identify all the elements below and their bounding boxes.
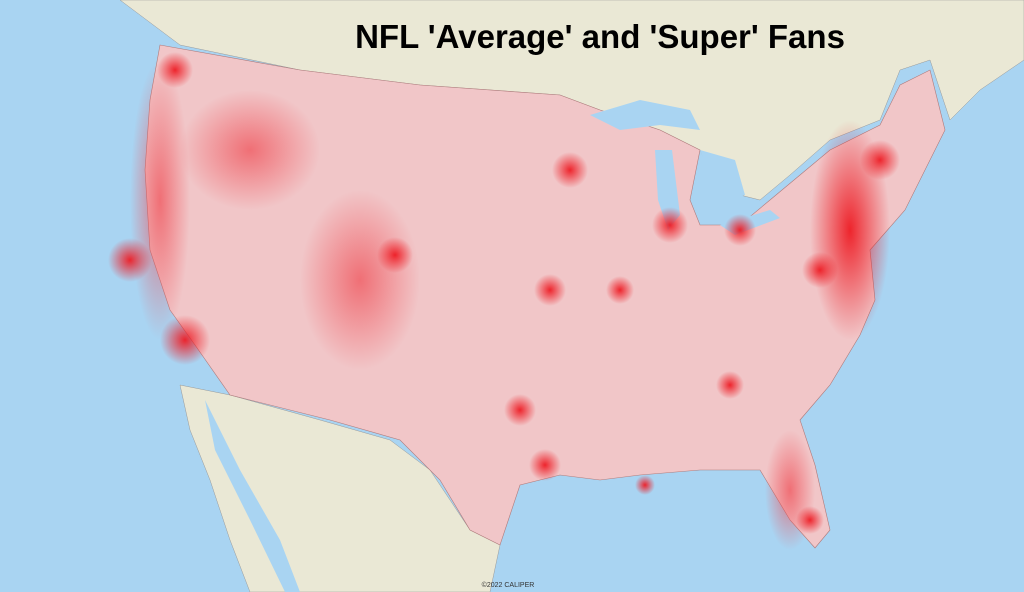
city	[635, 475, 655, 495]
lake-superior	[590, 100, 700, 130]
lake-huron	[700, 150, 745, 205]
northwest-band	[180, 90, 320, 210]
city	[860, 140, 900, 180]
west-coast-band	[130, 60, 190, 340]
city	[802, 252, 838, 288]
city	[108, 238, 152, 282]
city	[377, 237, 413, 273]
density	[108, 52, 900, 550]
city	[716, 371, 744, 399]
city	[552, 152, 588, 188]
city	[157, 52, 193, 88]
city	[724, 214, 756, 246]
city	[160, 315, 210, 365]
credit: ©2022 CALIPER	[482, 581, 535, 589]
city	[529, 449, 561, 481]
city	[796, 506, 824, 534]
city	[504, 394, 536, 426]
map-title: NFL 'Average' and 'Super' Fans	[355, 18, 845, 55]
mountain-band	[300, 190, 420, 370]
city	[652, 207, 688, 243]
gulf-of-california	[205, 400, 300, 592]
city	[606, 276, 634, 304]
city	[534, 274, 566, 306]
